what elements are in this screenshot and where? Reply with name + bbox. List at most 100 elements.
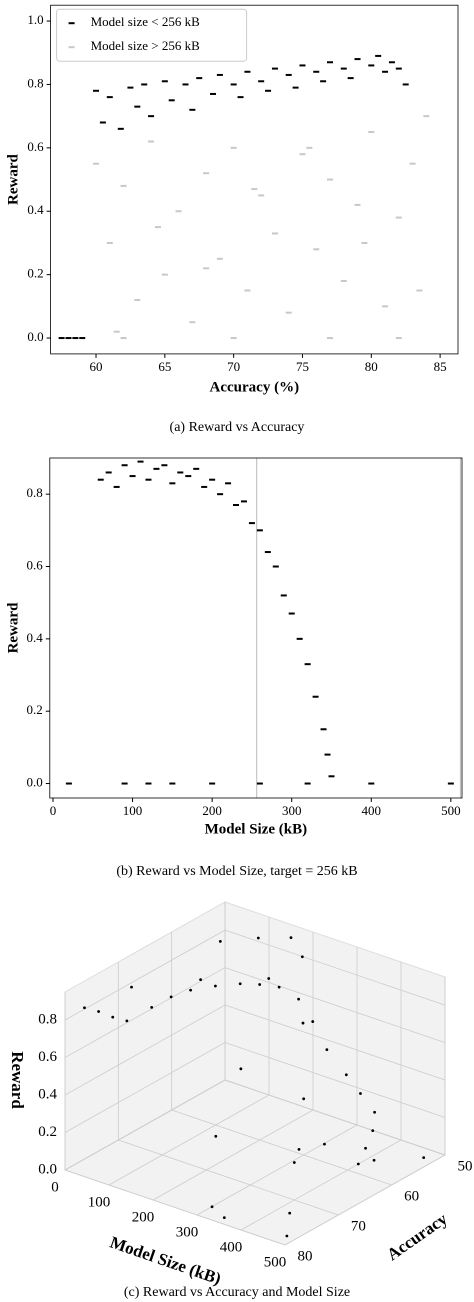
x-tick-label: 400: [220, 1239, 243, 1255]
point: [175, 210, 182, 213]
point: [271, 67, 278, 70]
point: [193, 467, 200, 470]
point: [111, 1015, 115, 1019]
point: [65, 337, 72, 340]
point: [388, 61, 395, 64]
x-tick-label: 200: [132, 1209, 155, 1225]
point: [218, 939, 222, 943]
point: [248, 522, 255, 525]
point: [288, 1211, 292, 1215]
point: [301, 1021, 305, 1025]
grid-line: [284, 1154, 446, 1246]
grid-line: [118, 1139, 339, 1216]
point: [97, 1010, 100, 1013]
grid-line: [224, 1004, 446, 1081]
point: [292, 1161, 296, 1164]
point: [113, 330, 120, 333]
point: [121, 464, 128, 467]
point: [99, 121, 106, 124]
z-tick-label: 0.4: [38, 1086, 57, 1102]
point: [105, 471, 112, 474]
point: [313, 248, 320, 251]
point: [302, 1097, 306, 1101]
grid-line: [64, 1042, 226, 1133]
y-tick-label: 70: [351, 1218, 366, 1234]
x-tick-label: 200: [202, 803, 222, 818]
x-tick-label: 100: [123, 803, 143, 818]
point: [277, 985, 281, 989]
point: [161, 80, 168, 83]
grid-line: [224, 929, 446, 1006]
y-tick-label: 0.8: [27, 485, 43, 500]
point: [239, 1067, 243, 1071]
point: [359, 1092, 362, 1095]
point: [169, 995, 173, 999]
point: [416, 289, 423, 292]
legend-label: Model size > 256 kB: [91, 38, 200, 53]
point: [230, 146, 237, 149]
point: [285, 73, 292, 76]
point: [422, 1156, 426, 1160]
point: [79, 337, 86, 340]
x-tick-label: 85: [434, 359, 447, 374]
point: [93, 162, 100, 165]
y-tick-label: 0.6: [27, 139, 44, 154]
y-tick-label: 60: [404, 1188, 419, 1204]
point: [137, 460, 144, 463]
grid-line: [224, 967, 446, 1043]
point: [326, 178, 333, 181]
point: [324, 753, 331, 756]
grid-line: [108, 1094, 270, 1186]
point: [189, 108, 196, 111]
grid-line: [64, 1004, 226, 1096]
point: [361, 241, 368, 244]
point: [340, 279, 347, 282]
point: [189, 321, 196, 324]
y-tick-label: 0.0: [27, 775, 43, 790]
point: [304, 663, 311, 666]
x-tick-label: 300: [282, 803, 302, 818]
y-tick-label: 0.2: [27, 266, 43, 281]
point: [97, 478, 104, 481]
x-axis-label: Model Size (kB): [108, 1233, 224, 1289]
point: [129, 475, 136, 478]
point: [93, 89, 100, 92]
x-tick-label: 400: [362, 803, 382, 818]
point: [354, 203, 361, 206]
z-tick-label: 0.2: [38, 1124, 57, 1140]
point: [368, 64, 375, 67]
point: [238, 982, 242, 986]
y-axis-label: Reward: [5, 153, 21, 204]
point: [409, 162, 416, 165]
point: [169, 482, 176, 485]
y-tick-label: 0.8: [27, 75, 43, 90]
point: [423, 115, 430, 118]
point: [185, 475, 192, 478]
point: [120, 337, 127, 340]
point: [182, 83, 189, 86]
grid-line: [64, 929, 226, 1021]
z-tick-label: 0.0: [38, 1161, 57, 1177]
point: [340, 67, 347, 70]
point: [288, 612, 295, 615]
point: [130, 985, 133, 989]
point: [237, 96, 244, 99]
point: [285, 311, 292, 314]
point: [201, 485, 208, 488]
point: [196, 77, 203, 80]
y-axis-label: Reward: [5, 602, 21, 653]
point: [347, 77, 354, 80]
point: [148, 140, 155, 143]
point: [244, 289, 251, 292]
point: [344, 1073, 348, 1077]
point: [161, 464, 168, 467]
point: [256, 529, 263, 532]
point: [258, 983, 262, 986]
point: [325, 1048, 329, 1052]
point: [83, 1006, 86, 1010]
point: [313, 70, 320, 73]
point: [209, 782, 216, 785]
x-tick-label: 0: [50, 803, 57, 818]
point: [233, 504, 240, 507]
